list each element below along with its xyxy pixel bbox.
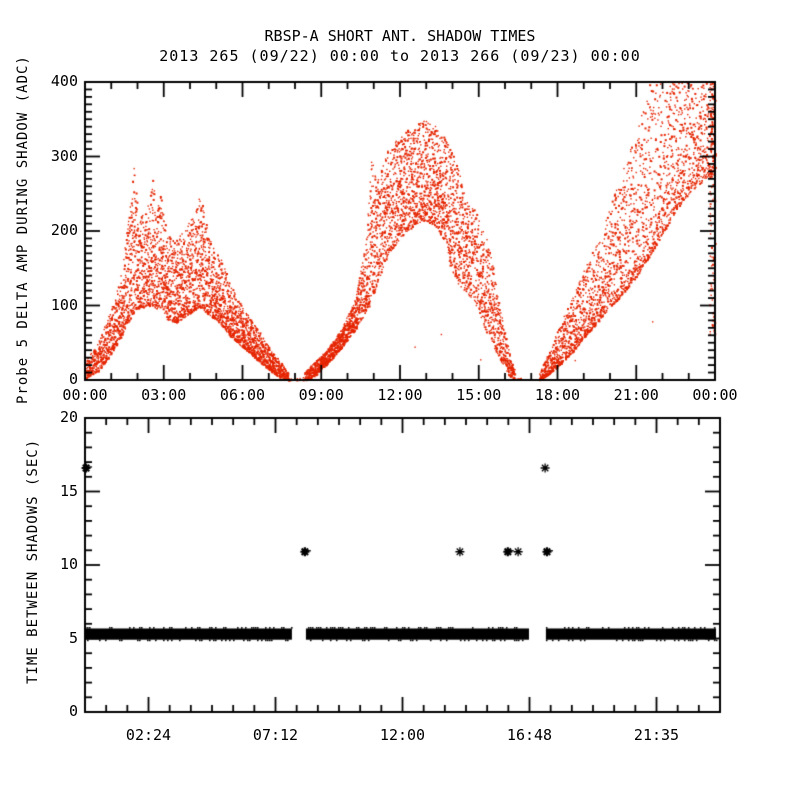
top-y-tick-label: 100: [50, 295, 78, 314]
top-y-tick-label: 0: [68, 370, 78, 388]
top-y-tick-label: 300: [50, 146, 78, 165]
top-x-tick-label: 00:00: [62, 386, 108, 404]
top-y-tick-label: 200: [50, 221, 78, 239]
top-x-tick-label: 15:00: [456, 386, 502, 404]
bottom-x-tick-label: 16:48: [506, 726, 553, 744]
bottom-y-tick-label: 20: [59, 408, 78, 426]
top-x-tick-label: 21:00: [613, 386, 659, 404]
top-x-tick-label: 09:00: [298, 386, 344, 404]
top-x-tick-label: 12:00: [377, 386, 423, 404]
bottom-y-tick-label: 0: [68, 702, 78, 720]
bottom-y-tick-label: 10: [59, 555, 78, 573]
top-x-tick-label: 03:00: [141, 386, 187, 404]
bottom-x-tick-label: 02:24: [125, 726, 172, 744]
top-x-tick-label: 00:00: [692, 386, 738, 404]
plot-title: RBSP-A SHORT ANT. SHADOW TIMES: [264, 27, 536, 45]
top-x-tick-label: 18:00: [534, 386, 581, 404]
bottom-x-tick-label: 21:35: [633, 726, 680, 744]
plot-subtitle: 2013 265 (09/22) 00:00 to 2013 266 (09/2…: [159, 47, 641, 65]
bottom-x-tick-label: 12:00: [379, 726, 426, 744]
bottom-y-tick-label: 5: [68, 628, 78, 647]
bottom-x-tick-label: 07:12: [252, 726, 299, 744]
bottom-y-tick-label: 15: [59, 481, 78, 500]
top-x-tick-label: 06:00: [219, 386, 266, 404]
top-y-tick-label: 400: [50, 72, 78, 90]
